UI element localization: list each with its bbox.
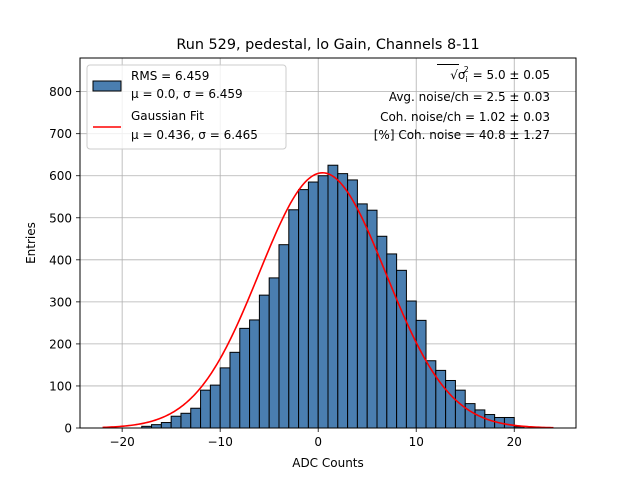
histogram-bar: [347, 179, 358, 429]
histogram-bar: [317, 175, 329, 429]
histogram-bar: [454, 389, 466, 429]
histogram-bar: [298, 189, 309, 429]
histogram-bar: [474, 409, 486, 429]
histogram-bar: [249, 319, 260, 429]
x-tick-label: 10: [409, 435, 424, 449]
histogram-bar: [268, 277, 280, 429]
x-tick-label: −20: [109, 435, 134, 449]
histogram-bar: [288, 209, 300, 429]
histogram-bar: [219, 367, 231, 429]
histogram-bar: [258, 294, 270, 429]
histogram-bar: [190, 407, 202, 429]
histogram-bar: [445, 379, 456, 429]
histogram-bar: [170, 415, 182, 429]
histogram-bar: [415, 319, 427, 429]
histogram-bar: [366, 209, 378, 429]
histogram-bar: [239, 327, 251, 429]
annotation-box: √σi2 = 5.0 ± 0.05 Avg. noise/ch = 2.5 ± …: [374, 64, 550, 142]
legend: RMS = 6.459 μ = 0.0, σ = 6.459 Gaussian …: [86, 64, 287, 150]
plot-frame: [79, 57, 577, 429]
histogram-bar: [425, 360, 437, 429]
y-tick-label: 300: [49, 295, 72, 309]
histogram-bars: [141, 164, 525, 429]
x-tick-label: 20: [507, 435, 522, 449]
x-tick-label: 0: [314, 435, 322, 449]
annotation-avg-noise: Avg. noise/ch = 2.5 ± 0.03: [389, 90, 550, 104]
gaussian-fit-curve: [102, 171, 554, 429]
y-tick-label: 400: [49, 253, 72, 267]
annotation-sigma: √σi2 = 5.0 ± 0.05: [450, 65, 550, 84]
legend-rms-stats: μ = 0.0, σ = 6.459: [131, 87, 243, 101]
histogram-bar: [356, 203, 368, 429]
legend-patch-icon: [92, 80, 122, 92]
y-tick-label: 700: [49, 127, 72, 141]
y-axis-label: Entries: [24, 222, 38, 264]
histogram-bar: [337, 173, 349, 429]
y-tick-label: 600: [49, 169, 72, 183]
histogram-bar: [464, 403, 476, 429]
histogram-bar: [180, 412, 192, 429]
y-tick-label: 800: [49, 85, 72, 99]
y-axis-ticks: 0 100 200 300 400 500 600 700 800: [49, 85, 80, 436]
histogram-bar: [151, 424, 162, 429]
histogram-bar: [503, 416, 515, 429]
legend-rms-label: RMS = 6.459: [131, 69, 209, 83]
x-tick-label: −10: [208, 435, 233, 449]
histogram-bar: [307, 181, 319, 429]
histogram-bar: [229, 351, 241, 429]
histogram-bar: [278, 244, 290, 429]
x-axis-label: ADC Counts: [292, 456, 364, 470]
x-axis-ticks: −20 −10 0 10 20: [109, 428, 522, 449]
annotation-coh-percent: [%] Coh. noise = 40.8 ± 1.27: [374, 128, 550, 142]
legend-fit-stats: μ = 0.436, σ = 6.465: [131, 128, 258, 142]
y-tick-label: 200: [49, 337, 72, 351]
histogram-bar: [396, 269, 407, 429]
histogram-bar: [327, 164, 339, 429]
histogram-bar: [405, 300, 417, 429]
legend-box: [86, 64, 287, 150]
y-tick-label: 100: [49, 379, 72, 393]
histogram-bar: [160, 422, 172, 429]
y-tick-label: 0: [64, 422, 72, 436]
annotation-coh-noise: Coh. noise/ch = 1.02 ± 0.03: [380, 110, 550, 124]
histogram-bar: [209, 384, 221, 429]
histogram-bar: [200, 389, 211, 429]
chart-title: Run 529, pedestal, lo Gain, Channels 8-1…: [176, 37, 479, 53]
y-tick-label: 500: [49, 211, 72, 225]
legend-fit-label: Gaussian Fit: [131, 109, 204, 123]
